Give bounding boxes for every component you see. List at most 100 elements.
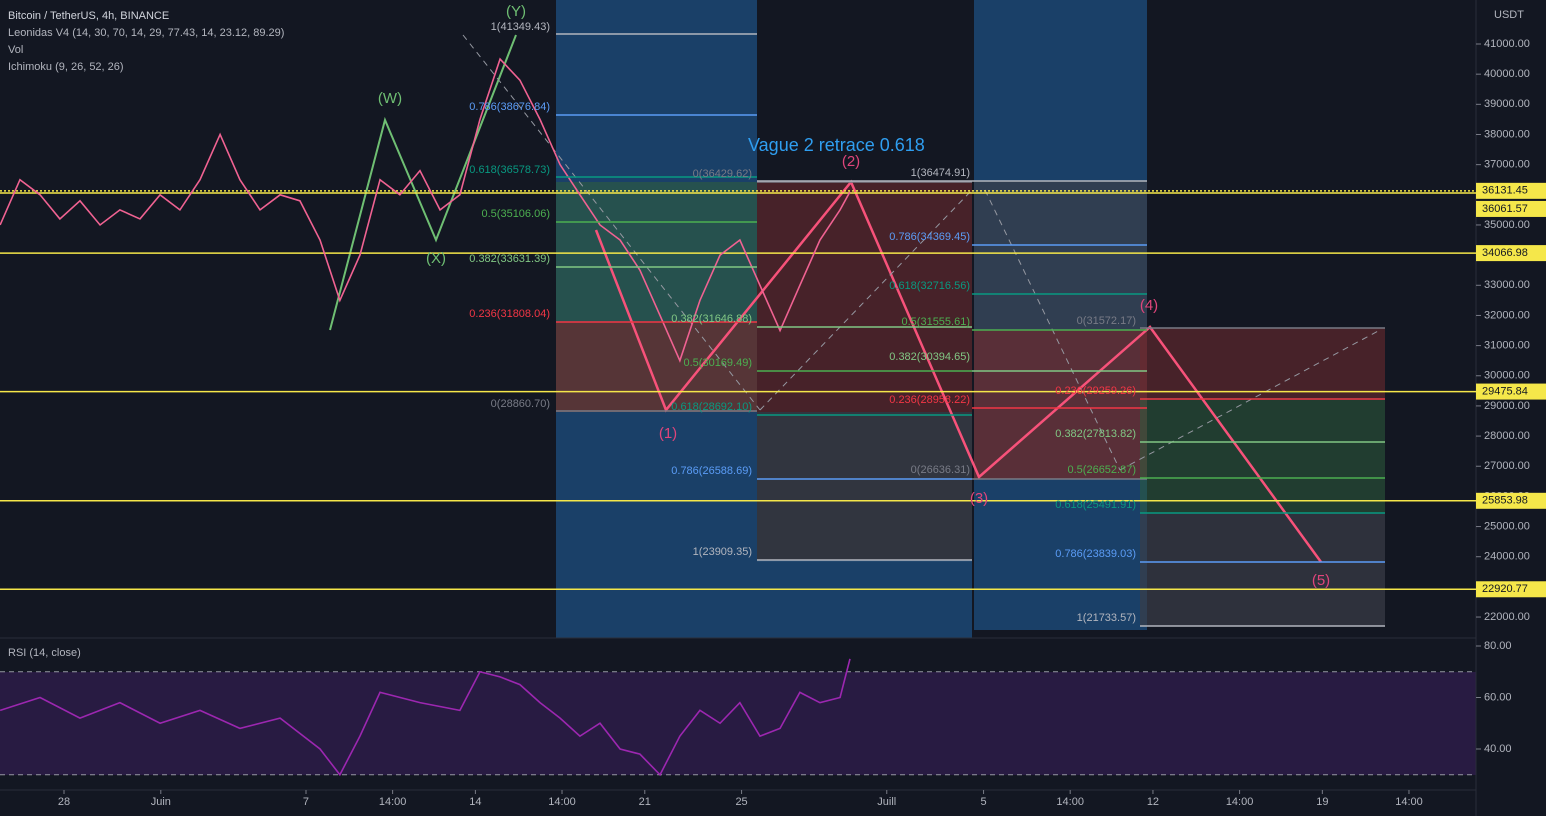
x-tick-label: 14:00 [548, 796, 576, 808]
y-tick-label: 27000.00 [1484, 460, 1530, 472]
x-tick-label: 19 [1316, 796, 1328, 808]
zone [1140, 398, 1385, 513]
fib-label: 0(36429.62) [693, 168, 752, 180]
price-tag [1476, 182, 1546, 199]
zone [1140, 328, 1385, 398]
rsi-title: RSI (14, close) [8, 647, 81, 659]
channel [462, 34, 761, 411]
fib-label: 1(41349.43) [491, 21, 550, 33]
fib-label: 0.786(23839.03) [1055, 548, 1136, 560]
wave-label: (1) [659, 425, 677, 442]
indicator: Vol [8, 44, 23, 56]
indicator: Leonidas V4 (14, 30, 70, 14, 29, 77.43, … [8, 27, 284, 39]
x-tick-label: 14:00 [1226, 796, 1254, 808]
x-tick-label: 14 [469, 796, 481, 808]
zone [757, 412, 972, 562]
wxy-path [329, 34, 517, 331]
y-tick-label: 28000.00 [1484, 430, 1530, 442]
price-tag-label: 22920.77 [1482, 583, 1528, 595]
x-tick-label: Juin [151, 796, 171, 808]
fib-label: 0.382(31646.88) [671, 313, 752, 325]
zone [1140, 513, 1385, 626]
x-tick-label: 25 [735, 796, 747, 808]
y-tick-label: 31000.00 [1484, 340, 1530, 352]
fib-label: 0.786(34369.45) [889, 231, 970, 243]
fib-label: 0(26636.31) [911, 464, 970, 476]
y-tick-label: 24000.00 [1484, 551, 1530, 563]
price-tag-label: 36131.45 [1482, 185, 1528, 197]
x-tick-label: 21 [639, 796, 651, 808]
y-tick-label: 29000.00 [1484, 400, 1530, 412]
fib-label: 0.5(26652.87) [1068, 464, 1137, 476]
wave-path [594, 179, 1323, 563]
zone [757, 560, 972, 638]
rsi-band [0, 672, 1476, 775]
x-tick-label: 7 [303, 796, 309, 808]
x-tick-label: 5 [980, 796, 986, 808]
fib-label: 0.382(30394.65) [889, 351, 970, 363]
fib-label: 1(21733.57) [1077, 612, 1136, 624]
y-tick-label: 32000.00 [1484, 309, 1530, 321]
fib-label: 0.382(33631.39) [469, 253, 550, 265]
price-tag-label: 25853.98 [1482, 495, 1528, 507]
fib-label: 1(23909.35) [693, 546, 752, 558]
x-tick-label: 28 [58, 796, 70, 808]
wave-label: (2) [842, 153, 860, 170]
wave-label: (4) [1140, 297, 1158, 314]
x-tick-label: 14:00 [379, 796, 407, 808]
y-tick-label: 22000.00 [1484, 611, 1530, 623]
fib-label: 0.5(30169.49) [684, 357, 753, 369]
fib-label: 0.5(35106.06) [482, 208, 551, 220]
wave-label: (5) [1312, 572, 1330, 589]
fib-label: 1(36474.91) [911, 167, 970, 179]
y-tick-label: 80.00 [1484, 640, 1512, 652]
fib-label: 0.236(31808.04) [469, 308, 550, 320]
zone [757, 182, 972, 412]
x-tick-label: 14:00 [1056, 796, 1084, 808]
y-tick-label: 40000.00 [1484, 68, 1530, 80]
y-tick-label: 39000.00 [1484, 98, 1530, 110]
fib-label: 0.618(28692.10) [671, 401, 752, 413]
y-tick-label: 60.00 [1484, 691, 1512, 703]
fib-label: 0.5(31555.61) [902, 316, 971, 328]
y-tick-label: 38000.00 [1484, 128, 1530, 140]
fib-label: 0.618(32716.56) [889, 280, 970, 292]
fib-label: 0.786(38676.84) [469, 101, 550, 113]
y-tick-label: 41000.00 [1484, 38, 1530, 50]
y-tick-label: 25000.00 [1484, 520, 1530, 532]
y-tick-label: 33000.00 [1484, 279, 1530, 291]
price-tag [1476, 383, 1546, 400]
price-tag [1476, 492, 1546, 509]
fib-label: 0(31572.17) [1077, 315, 1136, 327]
wave-label: (3) [970, 490, 988, 507]
wave-label: (Y) [506, 3, 526, 20]
fib-label: 0(28860.70) [491, 398, 550, 410]
price-tag [1476, 581, 1546, 598]
wave-label: (W) [378, 90, 402, 107]
zones [0, 0, 1476, 775]
y-tick-label: 40.00 [1484, 743, 1512, 755]
fib-label: 0.236(28958.22) [889, 394, 970, 406]
price-line [0, 57, 851, 363]
fib-label: 0.786(26588.69) [671, 465, 752, 477]
currency: USDT [1494, 9, 1524, 21]
chart-title: Bitcoin / TetherUS, 4h, BINANCE [8, 10, 169, 22]
price-tag-label: 29475.84 [1482, 385, 1528, 397]
x-tick-label: Juill [877, 796, 896, 808]
channel [1119, 329, 1381, 471]
price-line [0, 658, 851, 777]
annotation: Vague 2 retrace 0.618 [748, 135, 925, 155]
price-tag-label: 36061.57 [1482, 203, 1528, 215]
fib-label: 0.618(25491.91) [1055, 499, 1136, 511]
y-tick-label: 30000.00 [1484, 370, 1530, 382]
x-tick-label: 14:00 [1395, 796, 1423, 808]
y-tick-label: 37000.00 [1484, 159, 1530, 171]
y-tick-label: 35000.00 [1484, 219, 1530, 231]
fib-label: 0.236(29259.26) [1055, 385, 1136, 397]
indicator: Ichimoku (9, 26, 52, 26) [8, 61, 124, 73]
price-tag [1476, 200, 1546, 217]
channel [759, 189, 973, 411]
price-tag-label: 34066.98 [1482, 247, 1528, 259]
x-tick-label: 12 [1147, 796, 1159, 808]
